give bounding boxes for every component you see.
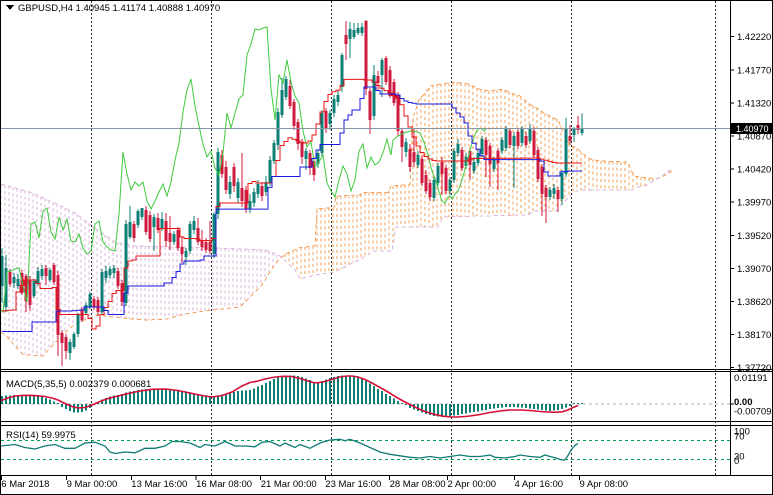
svg-text:4 Apr 16:00: 4 Apr 16:00: [515, 479, 564, 490]
svg-text:MACD(5,35,5) 0.002379 0.000681: MACD(5,35,5) 0.002379 0.000681: [6, 379, 151, 390]
svg-text:28 Mar 08:00: 28 Mar 08:00: [390, 479, 446, 490]
svg-text:6 Mar 2018: 6 Mar 2018: [1, 479, 49, 490]
svg-text:1.41320: 1.41320: [737, 98, 771, 109]
svg-text:1.42220: 1.42220: [737, 32, 771, 43]
svg-text:70: 70: [734, 431, 745, 442]
svg-text:0.01191: 0.01191: [734, 373, 768, 384]
svg-text:1.39970: 1.39970: [737, 198, 771, 209]
svg-text:2 Apr 00:00: 2 Apr 00:00: [448, 479, 497, 490]
svg-text:RSI(14) 59.9975: RSI(14) 59.9975: [6, 430, 76, 441]
svg-text:1.39520: 1.39520: [737, 231, 771, 242]
svg-text:1.40420: 1.40420: [737, 165, 771, 176]
svg-text:0: 0: [734, 456, 739, 467]
svg-text:1.40970: 1.40970: [736, 124, 769, 134]
svg-text:1.40870: 1.40870: [737, 132, 771, 143]
svg-text:-0.007098: -0.007098: [734, 407, 773, 418]
svg-text:1.39070: 1.39070: [737, 264, 771, 275]
svg-text:23 Mar 16:00: 23 Mar 16:00: [325, 479, 381, 490]
svg-text:GBPUSD,H4 1.40945 1.41174 1.4: GBPUSD,H4 1.40945 1.41174 1.40888 1.4097…: [18, 3, 220, 14]
svg-text:21 Mar 00:00: 21 Mar 00:00: [261, 479, 317, 490]
svg-text:1.38620: 1.38620: [737, 297, 771, 308]
svg-text:1.38170: 1.38170: [737, 330, 771, 341]
svg-text:9 Mar 00:00: 9 Mar 00:00: [67, 479, 118, 490]
svg-text:9 Apr 08:00: 9 Apr 08:00: [580, 479, 629, 490]
svg-text:16 Mar 08:00: 16 Mar 08:00: [196, 479, 252, 490]
svg-text:0.00: 0.00: [734, 397, 753, 408]
svg-text:13 Mar 16:00: 13 Mar 16:00: [131, 479, 187, 490]
svg-text:100: 100: [734, 426, 750, 437]
svg-text:1.37720: 1.37720: [737, 363, 771, 374]
svg-text:1.41770: 1.41770: [737, 65, 771, 76]
svg-text:30: 30: [734, 452, 745, 463]
